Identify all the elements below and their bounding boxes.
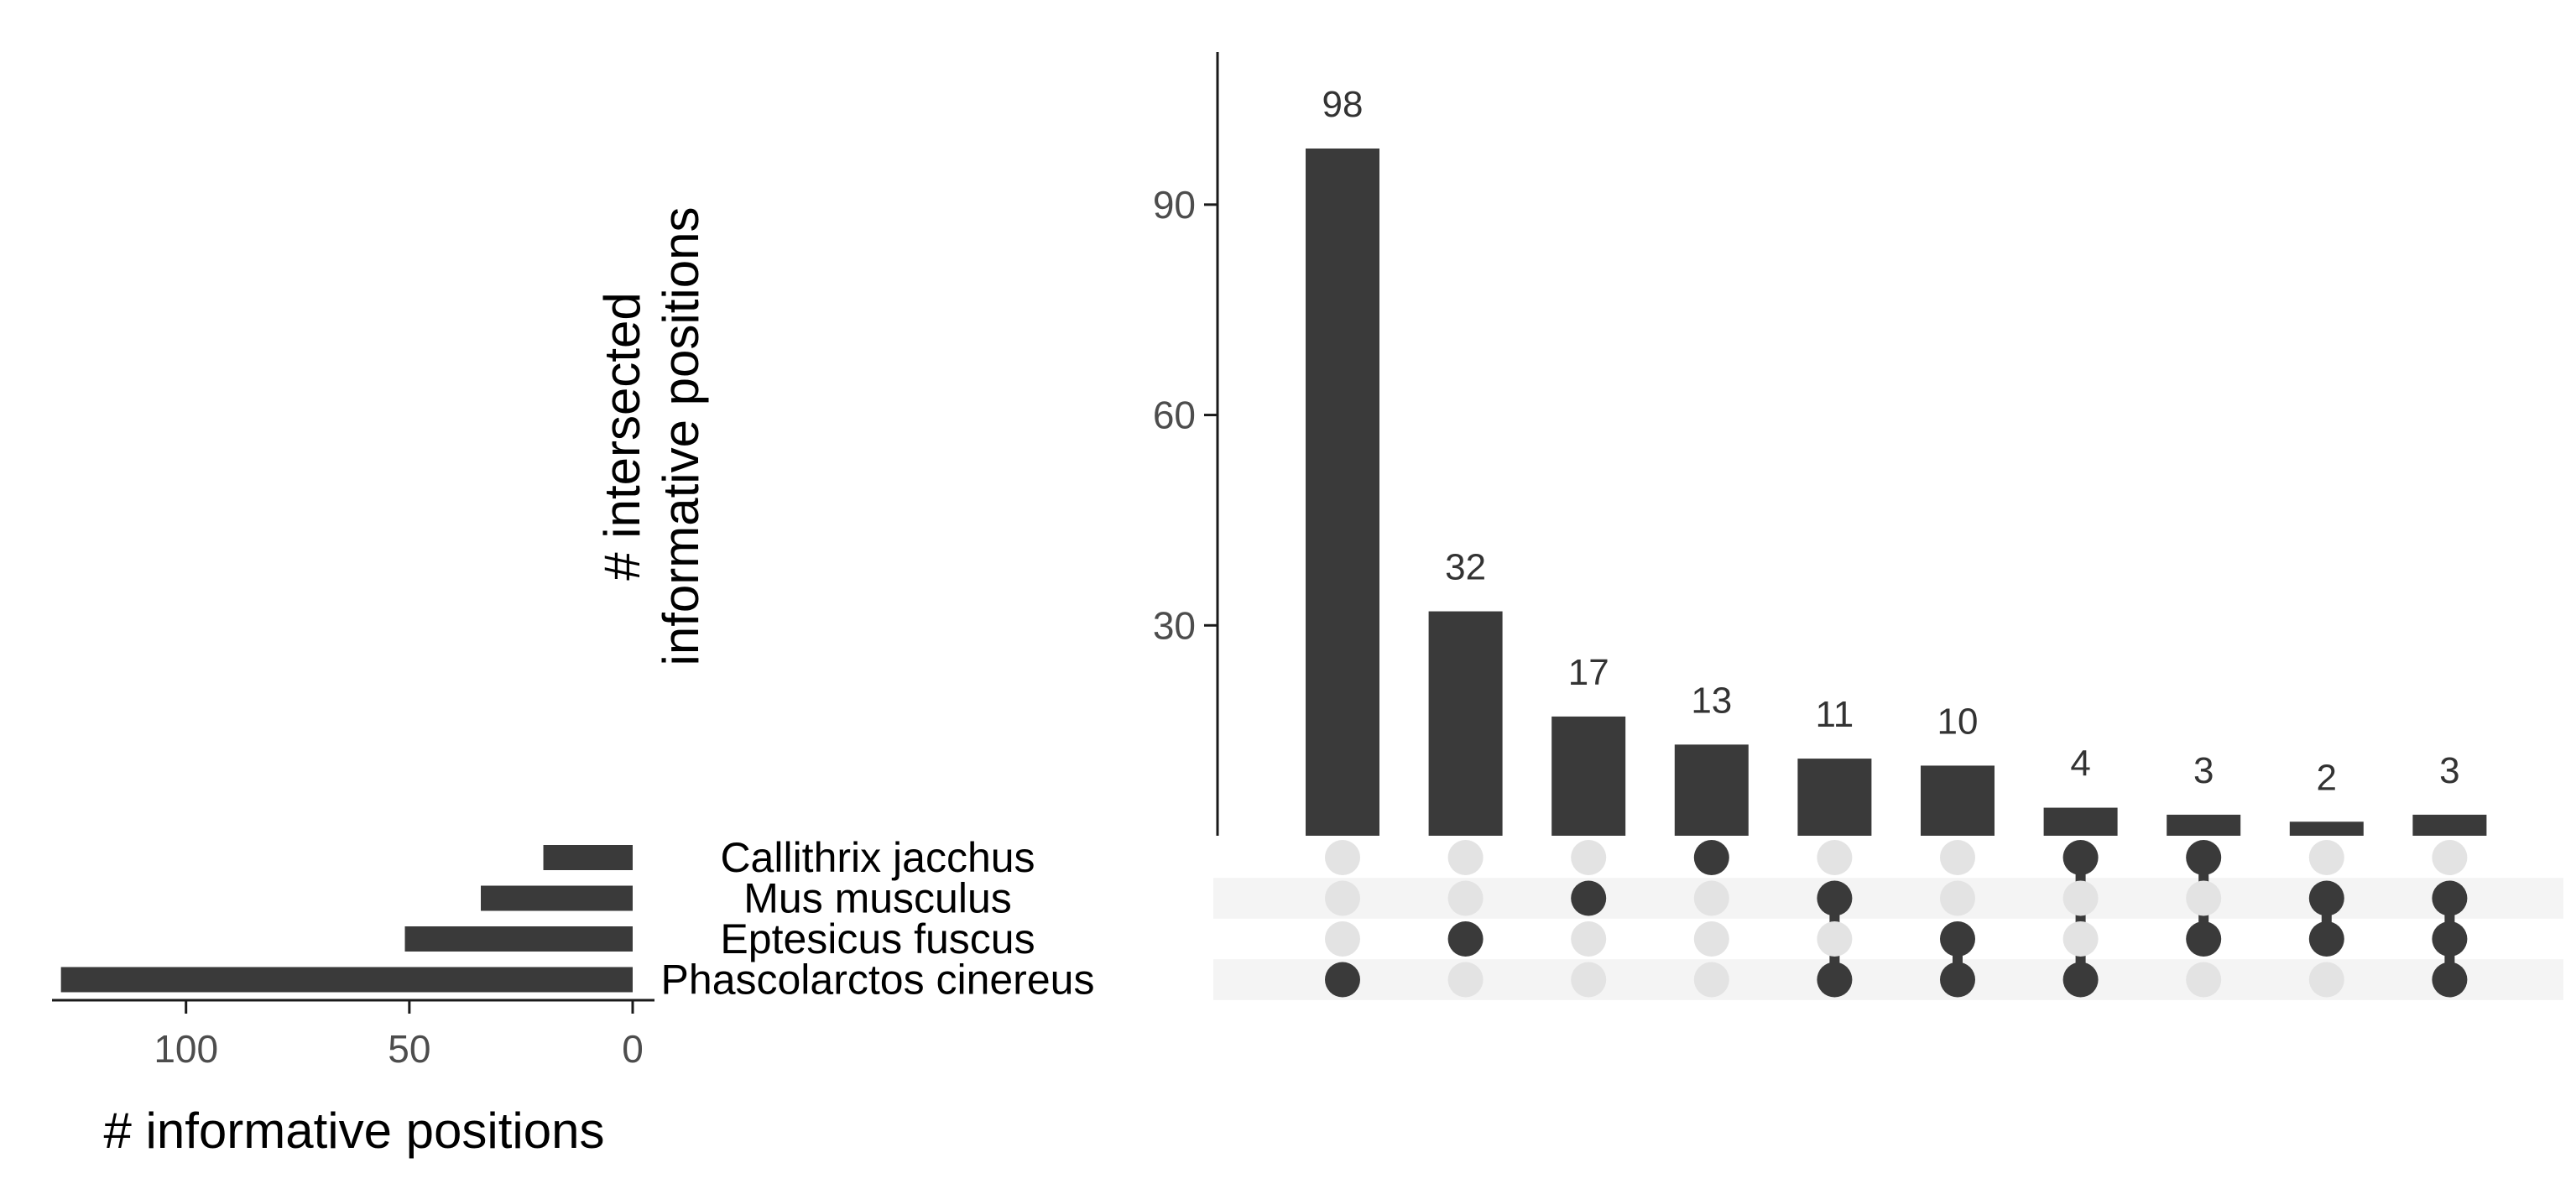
membership-dot-inactive [2432,840,2468,875]
membership-dot-active [2432,962,2468,998]
membership-dot-inactive [1817,840,1853,875]
membership-dot-active [2308,921,2344,957]
membership-dot-inactive [1447,962,1484,998]
matrix-row-stripes [1213,878,2563,1000]
intersection-bar [1551,716,1626,836]
intersection-count-label: 4 [2070,743,2090,785]
set-name-label: Mus musculus [743,875,1012,922]
intersection-count-label: 98 [1322,84,1364,125]
membership-dot-inactive [1447,880,1484,916]
membership-dot-inactive [1447,840,1484,875]
set-name-label: Eptesicus fuscus [720,915,1035,962]
membership-dot-inactive [1571,962,1607,998]
membership-dot-inactive [1817,921,1853,957]
membership-dot-active [2308,880,2344,916]
intersection-count-label: 11 [1816,694,1854,735]
membership-dot-active [2062,840,2099,875]
set-size-x-axis: 0 50 100 [52,999,654,1071]
x-tick-label: 50 [388,1027,430,1071]
intersection-count-label: 13 [1691,680,1732,721]
membership-dot-inactive [1693,962,1729,998]
intersection-bar [1797,759,1872,836]
intersection-bar [1921,765,1995,836]
intersection-count-label: 32 [1445,547,1486,588]
membership-dot-active [2432,880,2468,916]
y-tick-label: 30 [1153,603,1196,647]
intersection-count-label: 10 [1937,701,1979,742]
membership-dot-inactive [1693,921,1729,957]
membership-dot-active [1693,840,1729,875]
membership-dot-inactive [2186,880,2222,916]
membership-dot-inactive [1940,880,1975,916]
intersection-bar [2412,814,2487,836]
intersection-y-axis: 30 60 90 [1153,52,1219,836]
membership-dot-inactive [2062,880,2099,916]
set-size-x-title: # informative positions [104,1103,605,1159]
membership-matrix [1325,840,2468,998]
membership-dot-inactive [2308,840,2344,875]
y-tick-label: 60 [1153,394,1196,437]
membership-dot-inactive [2186,962,2222,998]
membership-dot-inactive [1571,921,1607,957]
intersection-count-label: 3 [2439,750,2459,791]
membership-dot-active [1817,880,1853,916]
membership-dot-active [1325,962,1360,998]
matrix-row-stripe [1213,959,2563,1000]
membership-dot-active [2432,921,2468,957]
intersection-y-title-line1: # intersected [594,292,650,581]
set-size-bar [60,967,633,993]
membership-dot-active [2186,840,2222,875]
intersection-bar [1306,149,1379,836]
membership-dot-inactive [1325,840,1360,875]
membership-dot-active [1571,880,1607,916]
set-size-bar [481,885,633,911]
intersection-bar [2167,814,2241,836]
x-tick-label: 100 [154,1027,218,1071]
membership-dot-inactive [1571,840,1607,875]
intersection-y-title-line2: informative positions [653,207,709,666]
intersection-bar [1428,611,1503,836]
set-size-bar [404,926,633,952]
intersection-count-label: 3 [2193,750,2214,791]
membership-dot-inactive [2308,962,2344,998]
set-size-bar [543,845,633,870]
membership-dot-inactive [1693,880,1729,916]
membership-dot-active [1940,921,1975,957]
set-size-bars [60,845,633,993]
y-tick-label: 90 [1153,183,1196,227]
intersection-bar [2043,807,2118,836]
membership-dot-active [1447,921,1484,957]
membership-dot-inactive [1940,840,1975,875]
set-name-label: Phascolarctos cinereus [661,957,1095,1004]
membership-dot-inactive [2062,921,2099,957]
membership-dot-active [2186,921,2222,957]
intersection-count-label: 2 [2317,757,2337,798]
intersection-bar [1674,744,1749,836]
x-tick-label: 0 [622,1027,644,1071]
matrix-row-stripe [1213,878,2563,919]
intersection-bar [2289,821,2364,836]
membership-dot-active [2062,962,2099,998]
membership-dot-active [1817,962,1853,998]
membership-dot-inactive [1325,921,1360,957]
membership-dot-inactive [1325,880,1360,916]
membership-dot-active [1940,962,1975,998]
set-name-label: Callithrix jacchus [720,834,1035,881]
intersection-count-label: 17 [1568,652,1609,693]
